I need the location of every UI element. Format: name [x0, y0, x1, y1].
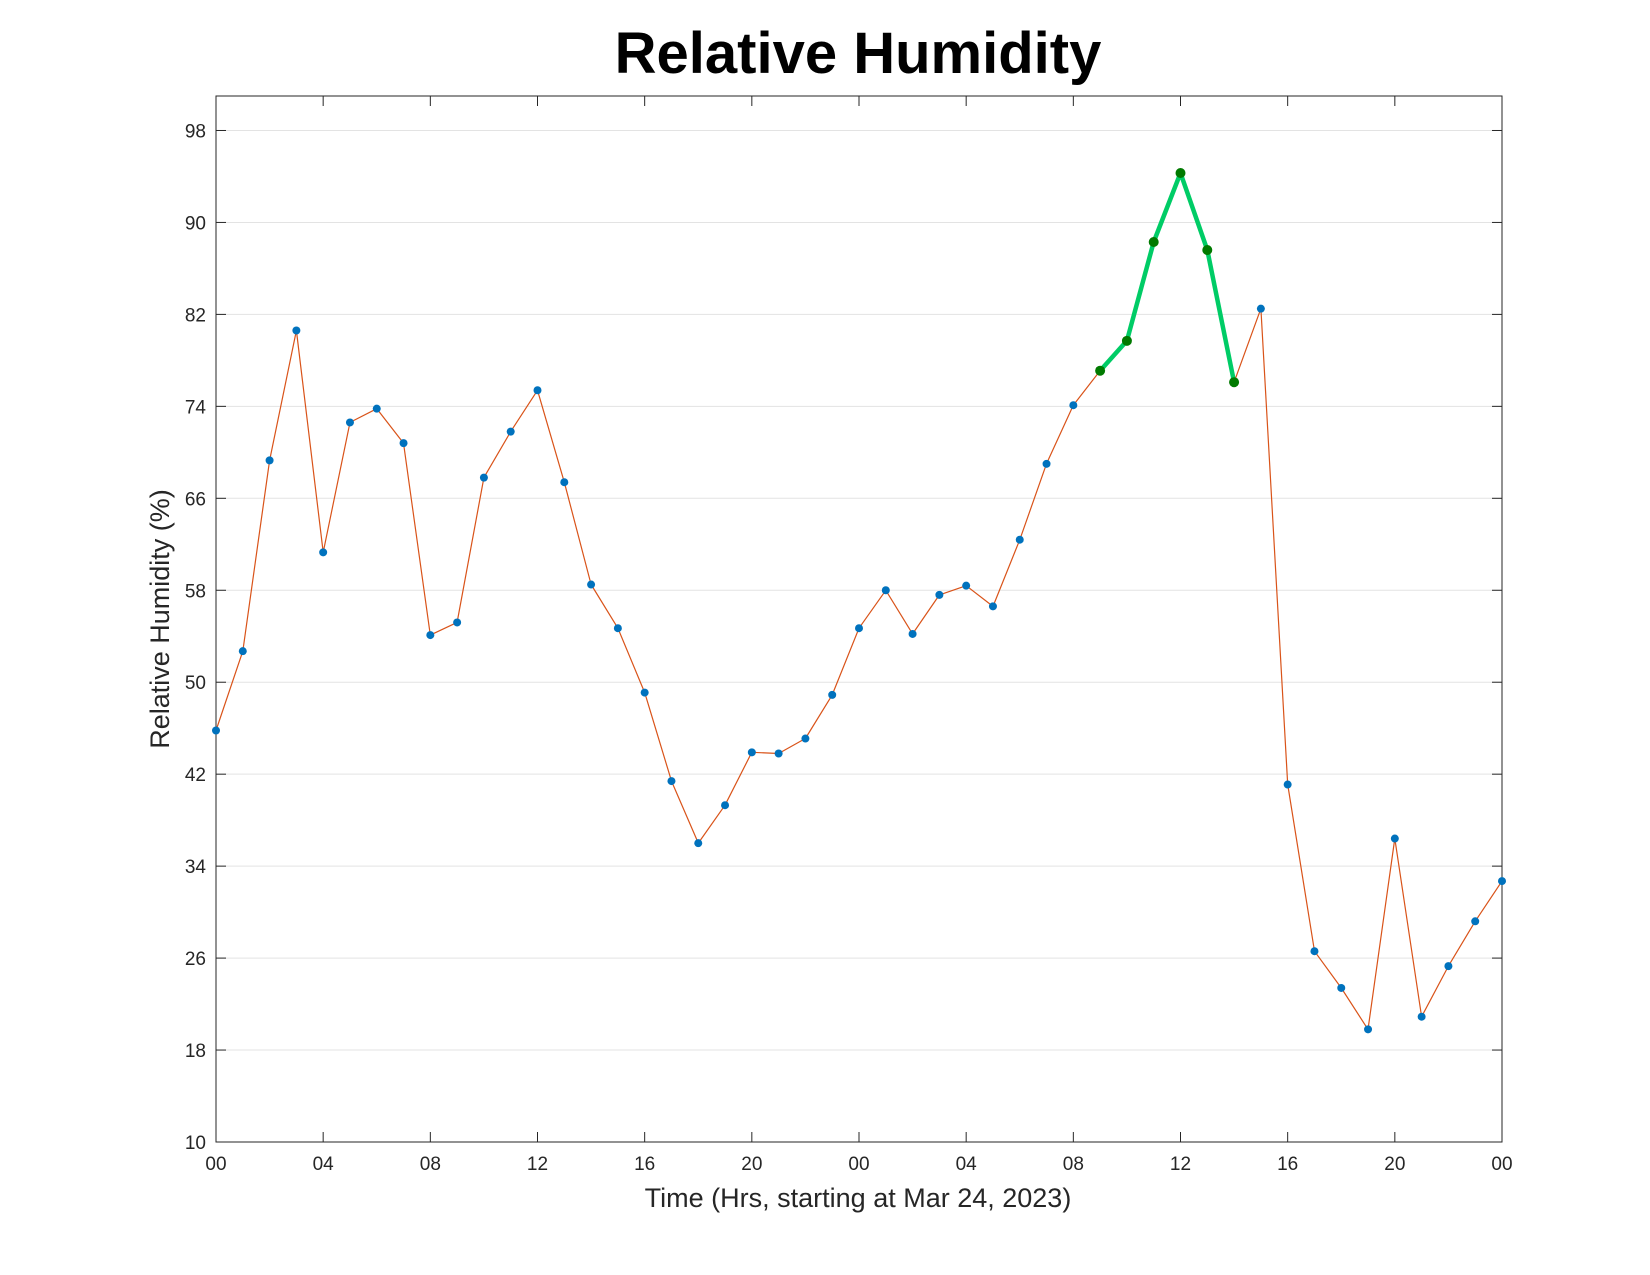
data-point	[828, 690, 837, 699]
y-axis-label: Relative Humidity (%)	[145, 489, 175, 749]
x-tick-label: 12	[527, 1154, 548, 1175]
data-point	[479, 473, 488, 482]
x-axis-label: Time (Hrs, starting at Mar 24, 2023)	[645, 1183, 1072, 1213]
x-tick-label: 16	[1277, 1154, 1298, 1175]
data-point	[399, 439, 408, 448]
data-point	[1390, 834, 1399, 843]
y-axis: 10 18 26 34 42 50 58 66 74 82 90 98	[185, 121, 1502, 1154]
data-point	[1229, 377, 1240, 388]
data-point	[613, 624, 622, 633]
data-point	[694, 839, 703, 848]
x-tick-label: 08	[1063, 1154, 1084, 1175]
data-point	[988, 602, 997, 611]
chart-title: Relative Humidity	[615, 21, 1102, 86]
data-point	[345, 418, 354, 427]
data-point	[1095, 365, 1106, 376]
data-point	[801, 734, 810, 743]
x-tick-label: 00	[1491, 1154, 1512, 1175]
data-point	[721, 801, 730, 810]
data-point	[1148, 236, 1159, 247]
x-tick-label: 04	[956, 1154, 978, 1175]
data-point	[506, 427, 515, 436]
data-point	[1498, 877, 1506, 886]
data-point	[1471, 917, 1480, 926]
data-point	[1175, 168, 1186, 179]
data-point	[319, 548, 328, 557]
data-point	[962, 581, 971, 590]
y-tick-label: 10	[185, 1133, 206, 1154]
x-tick-label: 20	[741, 1154, 762, 1175]
data-point	[292, 326, 301, 335]
data-point	[238, 647, 247, 656]
y-tick-label: 34	[185, 857, 207, 878]
y-tick-label: 42	[185, 765, 206, 786]
y-tick-label: 90	[185, 213, 206, 234]
gridlines	[216, 129, 1502, 1051]
series-line	[1098, 170, 1237, 383]
data-point	[1444, 962, 1453, 971]
data-point	[1283, 780, 1292, 789]
series-highlighted	[1095, 168, 1240, 388]
data-point	[265, 456, 274, 465]
y-tick-label: 50	[185, 673, 206, 694]
data-point	[1256, 304, 1265, 313]
data-point	[453, 618, 462, 627]
data-point	[426, 631, 435, 640]
series-all-readings	[212, 169, 1506, 1034]
data-point	[1042, 459, 1051, 468]
data-point	[935, 590, 944, 599]
y-tick-label: 66	[185, 489, 206, 510]
data-point	[587, 580, 596, 589]
data-point	[1121, 335, 1132, 346]
data-point	[667, 777, 676, 786]
data-point	[1417, 1012, 1426, 1021]
x-tick-label: 00	[205, 1154, 226, 1175]
series-line	[215, 172, 1503, 1031]
data-point	[640, 688, 649, 697]
data-point	[1202, 245, 1213, 256]
x-tick-label: 04	[313, 1154, 335, 1175]
y-tick-label: 26	[185, 949, 206, 970]
x-tick-label: 12	[1170, 1154, 1191, 1175]
x-tick-label: 20	[1384, 1154, 1405, 1175]
x-tick-label: 16	[634, 1154, 655, 1175]
y-tick-label: 82	[185, 305, 206, 326]
data-point	[1015, 535, 1024, 544]
data-point	[908, 629, 917, 638]
data-point	[372, 404, 381, 413]
y-tick-label: 18	[185, 1041, 206, 1062]
x-tick-label: 00	[848, 1154, 869, 1175]
x-axis: 00 04 08 12 16 20 00 04 08 12 16 20 00	[205, 96, 1513, 1175]
y-tick-label: 98	[185, 121, 206, 142]
data-point	[560, 478, 569, 487]
data-point	[212, 726, 220, 735]
data-point	[881, 586, 890, 595]
y-tick-label: 74	[185, 397, 207, 418]
data-point	[1310, 947, 1319, 956]
data-point	[533, 386, 542, 395]
data-point	[747, 748, 756, 757]
data-point	[1364, 1025, 1373, 1034]
data-point	[1337, 983, 1346, 992]
data-point	[1069, 401, 1078, 410]
y-tick-label: 58	[185, 581, 206, 602]
data-point	[774, 749, 783, 758]
plot-area-frame	[215, 95, 1503, 1143]
data-point	[855, 624, 863, 633]
x-tick-label: 08	[420, 1154, 441, 1175]
